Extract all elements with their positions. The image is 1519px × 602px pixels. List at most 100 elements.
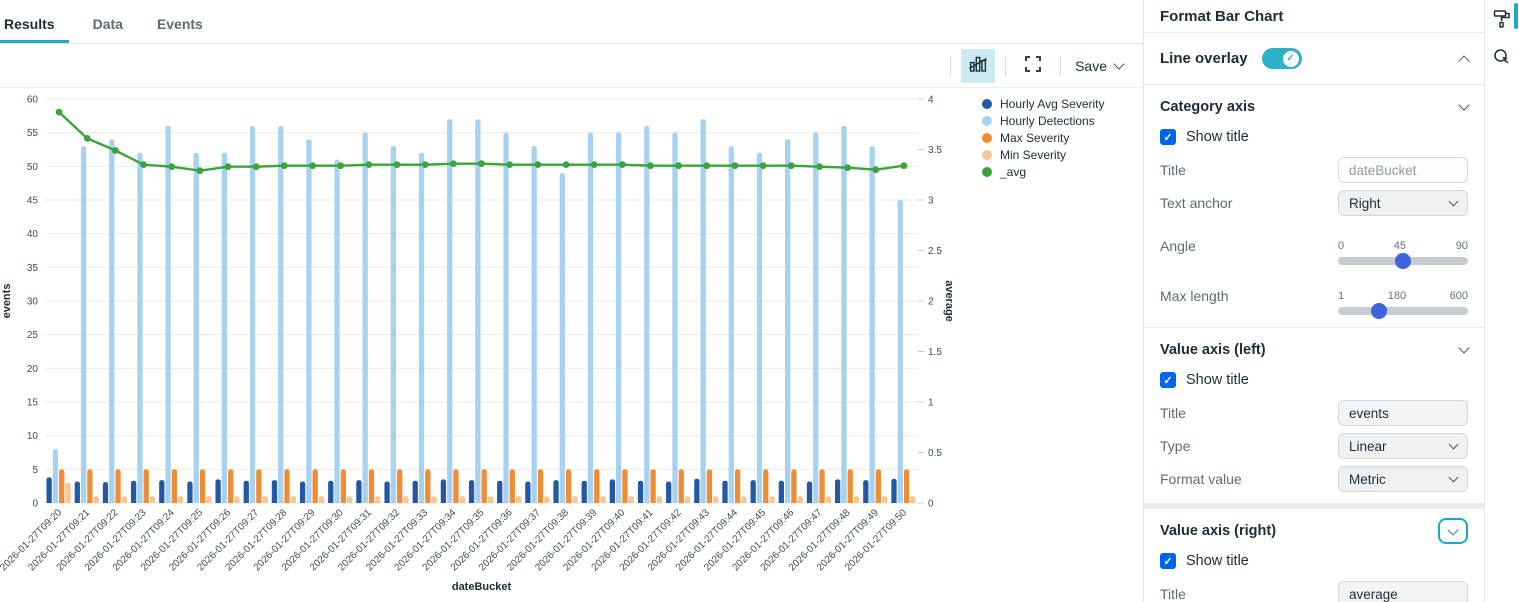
bar-3[interactable]	[487, 496, 494, 503]
bar-1[interactable]	[165, 125, 171, 503]
bar-2[interactable]	[791, 469, 797, 503]
bar-2[interactable]	[425, 469, 431, 503]
bar-1[interactable]	[221, 152, 228, 503]
avg-line-point[interactable]	[647, 162, 654, 170]
avg-line-point[interactable]	[252, 163, 260, 171]
bar-0[interactable]	[722, 480, 728, 503]
bar-1[interactable]	[897, 200, 903, 503]
bar-1[interactable]	[390, 146, 397, 503]
bar-0[interactable]	[74, 481, 80, 503]
angle-slider[interactable]: 0 45 90	[1338, 240, 1468, 269]
text-anchor-select[interactable]: Right	[1338, 190, 1468, 216]
bar-2[interactable]	[228, 469, 234, 503]
bar-3[interactable]	[206, 496, 212, 503]
bar-1[interactable]	[587, 132, 594, 503]
bar-1[interactable]	[644, 125, 650, 503]
format-value-select[interactable]: Metric	[1338, 466, 1468, 492]
bar-3[interactable]	[825, 496, 832, 503]
avg-line-point[interactable]	[787, 162, 795, 170]
slider-handle[interactable]	[1371, 303, 1388, 319]
bar-3[interactable]	[882, 496, 888, 503]
legend-item[interactable]: Max Severity	[982, 131, 1105, 145]
bar-3[interactable]	[403, 496, 409, 503]
bar-0[interactable]	[778, 480, 784, 503]
bar-2[interactable]	[59, 469, 65, 503]
right-show-title-row[interactable]: Show title	[1160, 547, 1468, 575]
bar-2[interactable]	[340, 469, 346, 503]
bar-1[interactable]	[813, 132, 819, 503]
bar-2[interactable]	[763, 469, 769, 503]
avg-line-point[interactable]	[478, 160, 485, 168]
category-title-input[interactable]	[1338, 157, 1468, 183]
bar-2[interactable]	[284, 469, 290, 503]
tab-events[interactable]: Events	[156, 16, 203, 32]
bar-3[interactable]	[121, 496, 127, 503]
bar-1[interactable]	[447, 119, 453, 503]
bar-3[interactable]	[375, 496, 381, 503]
bar-0[interactable]	[694, 478, 700, 503]
bar-3[interactable]	[656, 496, 663, 503]
bar-0[interactable]	[299, 481, 306, 503]
bar-0[interactable]	[637, 480, 644, 503]
bar-1[interactable]	[249, 125, 256, 503]
bar-1[interactable]	[841, 125, 847, 503]
bar-0[interactable]	[187, 481, 193, 503]
bar-3[interactable]	[769, 496, 775, 503]
left-axis-title-input[interactable]	[1338, 400, 1468, 426]
show-title-checkbox[interactable]	[1160, 372, 1176, 388]
bar-0[interactable]	[243, 480, 249, 503]
bar-3[interactable]	[431, 496, 437, 503]
avg-line-point[interactable]	[703, 162, 711, 170]
bar-0[interactable]	[609, 479, 616, 503]
value-axis-right-collapse-button[interactable]	[1438, 518, 1468, 544]
bar-1[interactable]	[306, 139, 312, 503]
bar-3[interactable]	[544, 496, 550, 503]
bar-3[interactable]	[318, 496, 325, 503]
bar-2[interactable]	[171, 469, 178, 503]
bar-3[interactable]	[149, 496, 156, 503]
bar-3[interactable]	[797, 496, 803, 503]
bar-2[interactable]	[537, 469, 544, 503]
avg-line-point[interactable]	[280, 162, 288, 170]
bar-0[interactable]	[356, 480, 362, 503]
avg-line-point[interactable]	[421, 161, 429, 169]
bar-3[interactable]	[93, 496, 99, 503]
bar-2[interactable]	[256, 469, 262, 503]
bar-0[interactable]	[553, 480, 559, 503]
bar-1[interactable]	[193, 152, 199, 503]
bar-1[interactable]	[137, 152, 143, 503]
bar-2[interactable]	[706, 469, 713, 503]
avg-line-point[interactable]	[590, 161, 598, 169]
avg-line-point[interactable]	[112, 147, 119, 154]
bar-1[interactable]	[559, 173, 565, 504]
avg-line-point[interactable]	[759, 162, 767, 170]
show-title-checkbox[interactable]	[1160, 129, 1176, 145]
bar-3[interactable]	[262, 496, 268, 503]
bar-3[interactable]	[572, 496, 578, 503]
bar-1[interactable]	[334, 159, 340, 503]
bar-1[interactable]	[756, 152, 763, 503]
avg-line-point[interactable]	[83, 134, 91, 142]
bar-1[interactable]	[362, 132, 368, 503]
bar-2[interactable]	[875, 469, 882, 503]
bar-0[interactable]	[891, 478, 897, 503]
avg-line-point[interactable]	[224, 163, 232, 171]
bar-0[interactable]	[468, 480, 475, 503]
left-show-title-row[interactable]: Show title	[1160, 366, 1468, 394]
bar-1[interactable]	[503, 132, 509, 503]
bar-3[interactable]	[628, 496, 634, 503]
bar-1[interactable]	[80, 146, 87, 503]
bar-0[interactable]	[46, 477, 52, 503]
bar-0[interactable]	[497, 480, 503, 503]
bar-2[interactable]	[199, 469, 206, 503]
bar-3[interactable]	[684, 496, 691, 503]
tab-results[interactable]: Results	[0, 4, 69, 43]
bar-0[interactable]	[440, 479, 447, 503]
bar-0[interactable]	[271, 480, 278, 503]
bar-0[interactable]	[130, 480, 137, 503]
bar-1[interactable]	[52, 449, 59, 503]
axis-type-select[interactable]: Linear	[1338, 433, 1468, 459]
slider-handle[interactable]	[1395, 253, 1411, 269]
bar-3[interactable]	[178, 496, 184, 503]
bar-2[interactable]	[481, 469, 487, 503]
